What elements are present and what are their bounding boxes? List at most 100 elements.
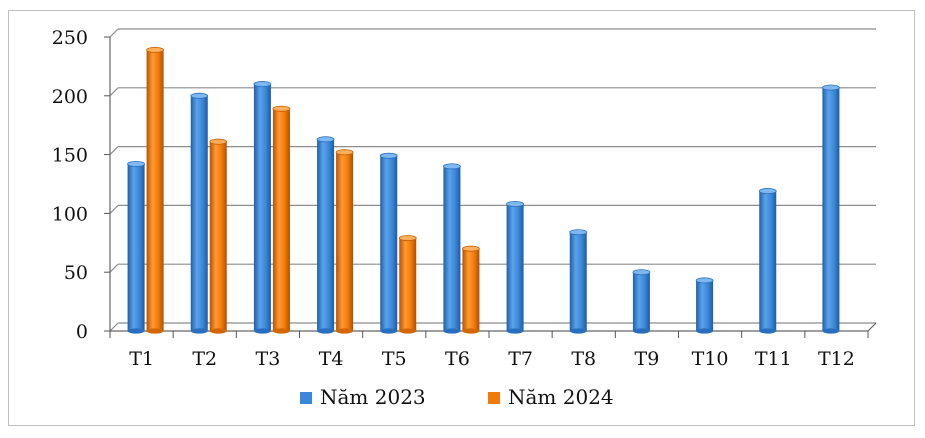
bar-t10-series-1	[695, 277, 714, 334]
bar-layer	[127, 46, 840, 334]
bar-cap	[379, 152, 398, 159]
bar-base	[399, 328, 417, 334]
bar-cap	[316, 136, 335, 143]
bar-base	[462, 328, 480, 334]
bar-base	[209, 328, 227, 334]
x-tick-label-t3: T3	[256, 348, 281, 370]
bar-body	[462, 248, 480, 331]
gridline-edge-200	[109, 87, 119, 97]
bar-body	[822, 87, 840, 332]
bar-body	[190, 95, 208, 331]
bar-t4-series-2	[335, 149, 354, 334]
bar-base	[272, 328, 290, 334]
bar-cap	[398, 235, 417, 242]
bar-cap	[506, 200, 524, 207]
bar-body	[146, 49, 164, 331]
bar-base	[336, 328, 354, 334]
x-tick-label-t6: T6	[445, 348, 470, 370]
bar-cap	[146, 46, 164, 53]
y-tick-label: 0	[76, 321, 88, 343]
bar-cap	[190, 92, 209, 99]
y-tick-label: 100	[52, 203, 88, 225]
bar-t2-series-2	[209, 138, 228, 334]
x-tick-label-t2: T2	[192, 348, 217, 370]
bar-base	[822, 328, 840, 334]
bar-t4-series-1	[316, 136, 335, 334]
x-tick-label-t4: T4	[319, 348, 344, 370]
bar-cap	[335, 149, 354, 156]
x-tick-label-t5: T5	[382, 348, 407, 370]
bar-body	[632, 272, 650, 331]
legend-swatch	[488, 392, 500, 404]
bar-cap	[695, 277, 714, 284]
legend: Năm 2023 Năm 2024	[300, 385, 614, 409]
legend-label: Năm 2023	[320, 385, 426, 409]
bar-t1-series-1	[127, 161, 145, 334]
bar-t7-series-1	[506, 200, 524, 334]
bar-body	[317, 139, 335, 331]
bar-t5-series-2	[398, 235, 417, 334]
bar-base	[253, 328, 271, 334]
bar-t5-series-1	[379, 152, 398, 334]
bar-body	[127, 164, 145, 331]
x-tick-label-t10: T10	[692, 348, 729, 370]
gridline-edge-250	[109, 28, 119, 38]
bar-base	[569, 328, 587, 334]
bar-body	[506, 203, 524, 331]
bar-base	[443, 328, 461, 334]
bar-body	[759, 191, 777, 331]
grid-layer	[109, 28, 876, 332]
gridline-edge-100	[109, 204, 119, 214]
bar-cap	[632, 269, 651, 276]
bar-base	[506, 328, 524, 334]
label-layer: 0 50 100 150 200 250 T1 T2 T3 T4 T5 T6 T7 T8 T9 T10 T11 T…	[52, 27, 855, 370]
bar-base	[146, 328, 164, 334]
x-tick-label-t11: T11	[755, 348, 792, 370]
bar-cap	[462, 245, 480, 252]
bar-t8-series-1	[569, 229, 588, 334]
x-tick-label-t9: T9	[635, 348, 660, 370]
bar-base	[759, 328, 777, 334]
bar-cap	[127, 161, 145, 168]
bar-body	[696, 280, 714, 331]
bar-body	[443, 166, 461, 331]
bar-base	[127, 328, 145, 334]
legend-item-2: Năm 2024	[488, 385, 614, 409]
bar-cap	[822, 84, 840, 91]
x-tick-label-t8: T8	[571, 348, 596, 370]
legend-item-1: Năm 2023	[300, 385, 426, 409]
bar-t3-series-2	[272, 105, 291, 334]
bar-body	[380, 155, 398, 331]
bar-base	[190, 328, 208, 334]
bar-body	[272, 108, 290, 332]
legend-label: Năm 2024	[508, 385, 614, 409]
bar-cap	[569, 229, 588, 236]
bar-t1-series-2	[146, 46, 164, 334]
bar-t3-series-1	[253, 81, 272, 334]
floor-edge	[867, 322, 877, 332]
bar-base	[380, 328, 398, 334]
axis-layer	[104, 36, 877, 338]
bar-body	[253, 84, 271, 331]
bar-t6-series-2	[462, 245, 480, 334]
bar-cap	[758, 188, 777, 195]
bar-t11-series-1	[758, 188, 777, 334]
x-tick-label-t7: T7	[508, 348, 533, 370]
gridline-edge-50	[109, 263, 119, 273]
y-tick-label: 150	[52, 145, 88, 167]
bar-base	[632, 328, 650, 334]
bar-cap	[443, 163, 461, 170]
legend-swatch	[300, 392, 312, 404]
bar-cap	[272, 105, 291, 112]
gridline-edge-0	[109, 322, 119, 332]
y-tick-label: 200	[52, 86, 88, 108]
bar-cap	[253, 81, 272, 88]
y-tick-label: 250	[52, 27, 88, 49]
y-tick-label: 50	[64, 262, 88, 284]
bar-cap	[209, 138, 228, 145]
x-tick-label-t1: T1	[129, 348, 154, 370]
bar-t9-series-1	[632, 269, 651, 334]
bar-t2-series-1	[190, 92, 209, 334]
bar-body	[399, 238, 417, 331]
